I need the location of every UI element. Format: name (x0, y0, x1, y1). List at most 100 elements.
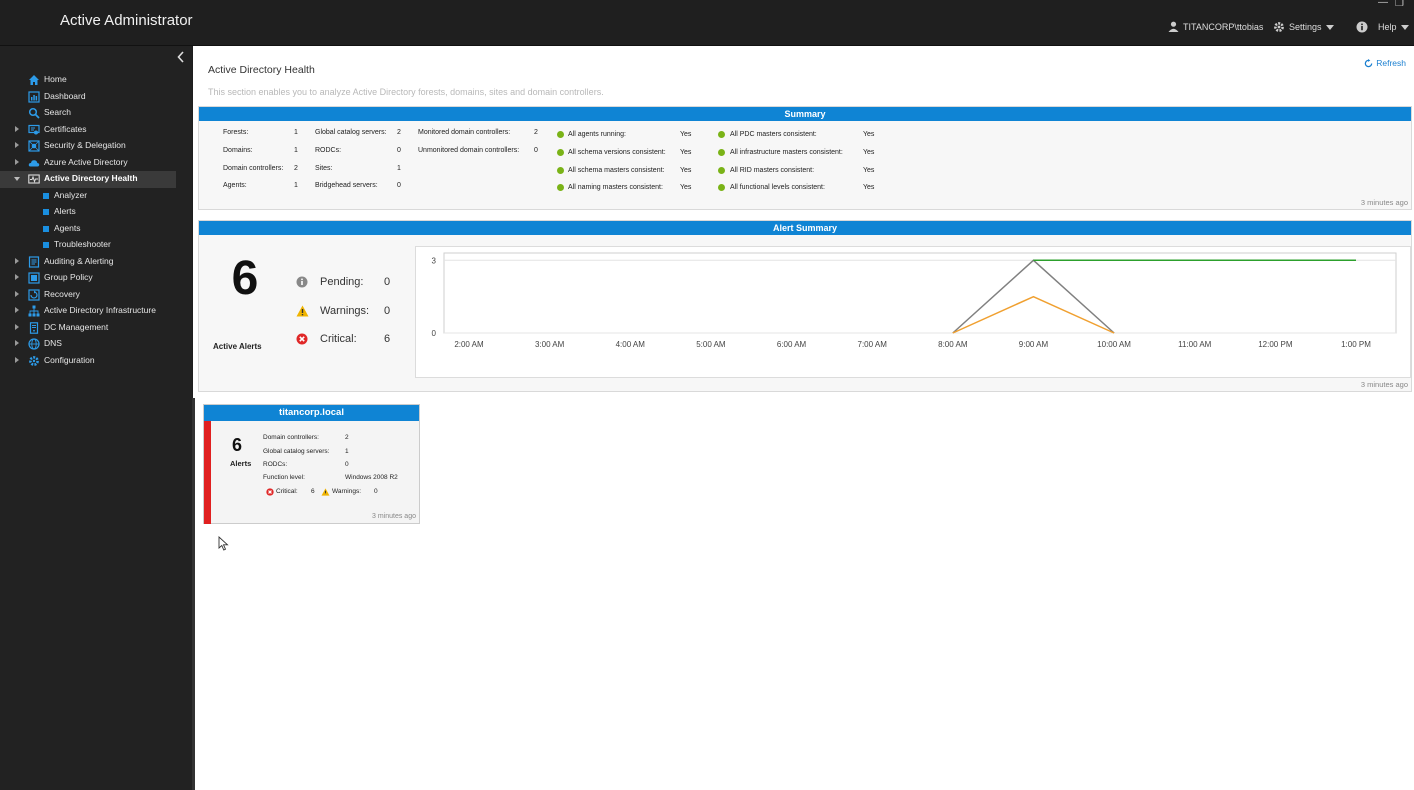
sidebar-item-label: Search (44, 107, 71, 117)
sites-value: 1 (397, 165, 401, 172)
square-icon (43, 209, 49, 215)
domain-card[interactable]: titancorp.local 6 Alerts Domain controll… (203, 404, 420, 524)
sidebar-item-search[interactable]: Search (0, 105, 192, 122)
square-icon (43, 242, 49, 248)
sidebar-item-azure-active-directory[interactable]: Azure Active Directory (0, 155, 192, 172)
status-ok-icon (718, 149, 725, 156)
sidebar-item-label: Certificates (44, 123, 87, 134)
user-name: TITANCORP\ttobias (1183, 21, 1264, 32)
home-icon (29, 75, 39, 85)
expand-arrow-icon[interactable] (15, 356, 19, 363)
schema-versions-value: Yes (680, 149, 692, 156)
search-icon (28, 107, 40, 119)
chevron-down-icon (1400, 24, 1409, 30)
title-bar: Active Administrator — ❐ TITANCORP\ttobi… (0, 0, 1414, 46)
sidebar-item-label: Active Directory Health (44, 173, 138, 183)
rodcs-value: 0 (397, 147, 401, 154)
forests-label: Forests: (223, 129, 249, 136)
domain-function-level-value: Windows 2008 R2 (345, 474, 398, 481)
expand-arrow-icon[interactable] (15, 158, 19, 165)
domains-label: Domains: (223, 147, 253, 154)
alert-summary-panel: Alert Summary 6 Active Alerts Pending: 0… (198, 220, 1412, 392)
chart-x-tick-label: 11:00 AM (1178, 340, 1212, 349)
sidebar-item-analyzer[interactable]: Analyzer (0, 188, 192, 205)
sidebar-item-configuration[interactable]: Configuration (0, 353, 192, 370)
expand-arrow-icon[interactable] (15, 125, 19, 132)
user-menu[interactable]: TITANCORP\ttobias (1168, 21, 1263, 32)
sidebar-item-label: Troubleshooter (54, 239, 111, 249)
expand-arrow-icon[interactable] (15, 142, 19, 148)
critical-icon (296, 333, 308, 345)
sidebar-item-certificates[interactable]: Certificates (0, 122, 192, 139)
pending-stat: Pending: 0 (296, 276, 406, 288)
expand-arrow-icon[interactable] (15, 274, 19, 280)
settings-label: Settings (1289, 22, 1322, 32)
chevron-down-icon (1325, 24, 1334, 30)
refresh-button[interactable]: Refresh (1364, 58, 1406, 68)
restore-button[interactable]: ❐ (1395, 0, 1404, 9)
sidebar-item-dc-management[interactable]: DC Management (0, 320, 192, 337)
app-title: Active Administrator (60, 12, 193, 29)
health-icon (28, 174, 40, 184)
chart-plot-area (443, 252, 1397, 334)
minimize-button[interactable]: — (1378, 0, 1388, 8)
square-icon (43, 225, 49, 232)
rid-masters-label: All RID masters consistent: (730, 167, 815, 174)
sidebar-item-troubleshooter[interactable]: Troubleshooter (0, 237, 192, 254)
pdc-masters-label: All PDC masters consistent: (730, 131, 817, 138)
chart-x-tick-label: 3:00 AM (535, 340, 565, 349)
sidebar-item-active-directory-infrastructure[interactable]: Active Directory Infrastructure (0, 303, 192, 320)
bridgehead-value: 0 (397, 182, 401, 189)
expand-arrow-icon[interactable] (15, 323, 19, 330)
gc-servers-value: 2 (397, 129, 401, 136)
sidebar-item-label: Dashboard (44, 90, 86, 101)
settings-menu[interactable]: Settings (1273, 21, 1334, 33)
sidebar-item-home[interactable]: Home (0, 72, 192, 89)
expand-arrow-icon[interactable] (15, 307, 19, 313)
sidebar-item-security-delegation[interactable]: Security & Delegation (0, 138, 192, 155)
dc-icon (29, 321, 39, 334)
chart-series-line (952, 295, 1115, 334)
sidebar-item-agents[interactable]: Agents (0, 221, 192, 238)
naming-masters-label: All naming masters consistent: (568, 184, 663, 191)
sidebar-item-label: DC Management (44, 321, 109, 332)
expand-arrow-icon[interactable] (15, 290, 19, 297)
domain-warnings-value: 0 (374, 488, 378, 495)
alert-summary-header: Alert Summary (199, 221, 1411, 235)
domain-alerts-label: Alerts (230, 459, 252, 468)
auditing-icon (28, 255, 40, 268)
expand-arrow-icon[interactable] (15, 340, 19, 346)
status-ok-icon (718, 167, 725, 174)
sidebar-item-group-policy[interactable]: Group Policy (0, 270, 192, 287)
schema-masters-value: Yes (680, 167, 692, 174)
domain-rodcs-label: RODCs: (263, 461, 288, 468)
infrastructure-icon (28, 305, 40, 317)
domain-name: titancorp.local (204, 405, 419, 421)
cloud-icon (28, 159, 40, 166)
active-alerts-label: Active Alerts (213, 342, 262, 351)
summary-panel: Summary Forests: 1 Domains: 1 Domain con… (198, 106, 1412, 210)
sidebar-item-auditing-alerting[interactable]: Auditing & Alerting (0, 254, 192, 271)
chart-x-tick-label: 12:00 PM (1258, 340, 1293, 349)
configuration-icon (29, 355, 39, 366)
sidebar-item-label: Active Directory Infrastructure (44, 305, 156, 315)
collapse-arrow-icon[interactable] (14, 177, 20, 181)
expand-arrow-icon[interactable] (15, 257, 19, 264)
alert-summary-updated: 3 minutes ago (1360, 380, 1408, 389)
alert-chart: 0 3 2:00 AM 3:00 AM 4:00 AM 5:00 AM 6:00 AM 7:0… (415, 246, 1411, 378)
sidebar-item-dashboard[interactable]: Dashboard (0, 89, 192, 106)
main-content: Active Directory Health This section ena… (193, 46, 1414, 790)
forests-value: 1 (294, 129, 298, 136)
sidebar: Home Dashboard Search Certificates Secur… (0, 46, 192, 790)
domain-alerts-count: 6 (232, 435, 243, 455)
gc-servers-label: Global catalog servers: (315, 129, 387, 136)
user-icon (1168, 21, 1179, 32)
domains-value: 1 (294, 147, 298, 154)
sidebar-item-active-directory-health[interactable]: Active Directory Health (0, 171, 176, 188)
help-menu[interactable]: Help (1356, 21, 1409, 33)
collapse-sidebar-button[interactable] (174, 51, 188, 65)
domain-controllers-value: 2 (294, 165, 298, 172)
sidebar-item-alerts[interactable]: Alerts (0, 204, 192, 221)
sidebar-item-recovery[interactable]: Recovery (0, 287, 192, 304)
sidebar-item-dns[interactable]: DNS (0, 336, 192, 353)
